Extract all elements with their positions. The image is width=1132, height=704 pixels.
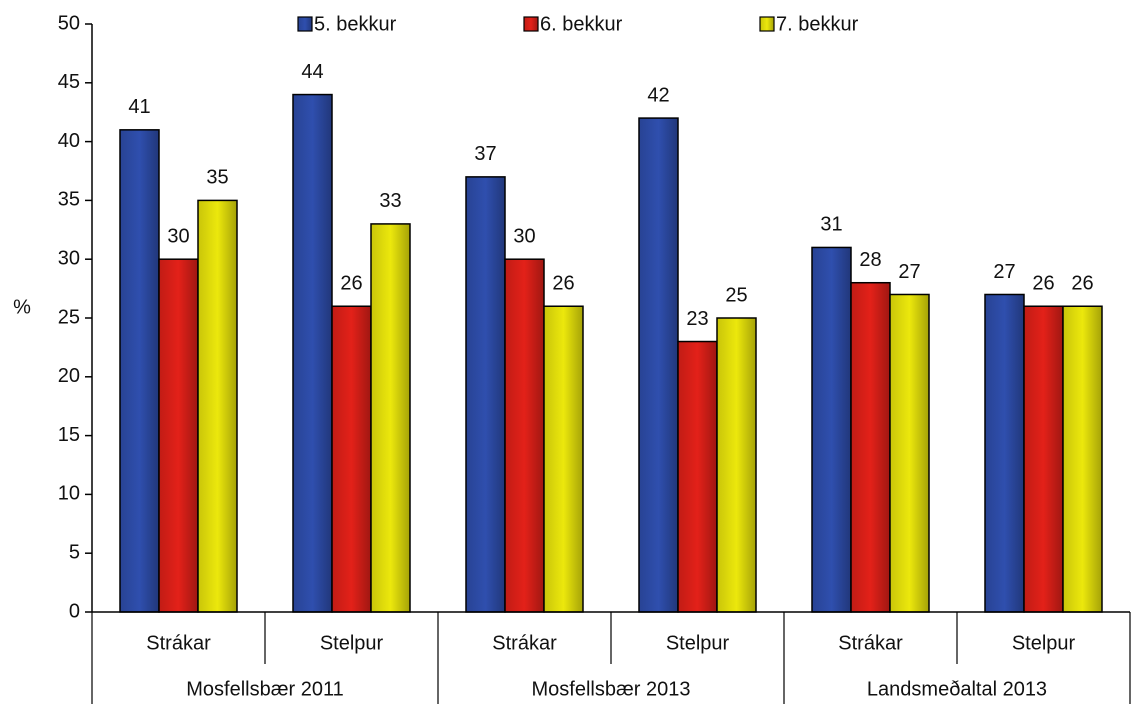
value-label: 41	[128, 96, 150, 118]
legend-label: 6. bekkur	[540, 13, 623, 35]
y-tick-label: 25	[58, 306, 80, 328]
value-label: 26	[1071, 273, 1093, 295]
y-tick-label: 15	[58, 424, 80, 446]
bar	[984, 293, 1025, 613]
bar	[331, 305, 372, 613]
legend-label: 7. bekkur	[776, 13, 859, 35]
value-label: 37	[474, 143, 496, 165]
bar	[504, 258, 545, 613]
bar	[850, 281, 891, 613]
value-label: 33	[379, 190, 401, 212]
bar	[1062, 305, 1103, 613]
value-label: 26	[1032, 273, 1054, 295]
bar	[158, 258, 199, 613]
value-label: 28	[859, 249, 881, 271]
bar	[543, 305, 584, 613]
bar	[889, 293, 930, 613]
y-tick-label: 30	[58, 247, 80, 269]
value-label: 25	[725, 284, 747, 306]
value-label: 35	[206, 167, 228, 189]
legend-swatch	[523, 16, 539, 32]
legend-label: 5. bekkur	[314, 13, 397, 35]
y-tick-label: 50	[58, 12, 80, 34]
group-label: Landsmeðaltal 2013	[867, 678, 1047, 700]
y-tick-label: 40	[58, 130, 80, 152]
x-tick-label: Stelpur	[666, 632, 730, 654]
x-tick-label: Strákar	[838, 632, 903, 654]
x-tick-label: Strákar	[492, 632, 557, 654]
value-label: 23	[686, 308, 708, 330]
bar	[292, 93, 333, 613]
y-tick-label: 5	[69, 541, 80, 563]
y-tick-label: 10	[58, 483, 80, 505]
y-tick-label: 0	[69, 600, 80, 622]
y-axis-label: %	[13, 296, 31, 318]
bar	[465, 176, 506, 613]
bar	[638, 117, 679, 613]
y-tick-label: 35	[58, 189, 80, 211]
legend-swatch	[297, 16, 313, 32]
legend-swatch	[759, 16, 775, 32]
value-label: 30	[167, 225, 189, 247]
x-tick-label: Stelpur	[320, 632, 384, 654]
value-label: 26	[552, 273, 574, 295]
x-tick-label: Stelpur	[1012, 632, 1076, 654]
bar	[119, 129, 160, 613]
x-tick-label: Strákar	[146, 632, 211, 654]
y-tick-label: 45	[58, 71, 80, 93]
bar	[716, 317, 757, 613]
value-label: 44	[301, 61, 323, 83]
bar	[677, 340, 718, 613]
value-label: 27	[993, 261, 1015, 283]
bar	[1023, 305, 1064, 613]
bar	[197, 199, 238, 613]
value-label: 26	[340, 273, 362, 295]
value-label: 27	[898, 261, 920, 283]
value-label: 42	[647, 84, 669, 106]
value-label: 31	[820, 214, 842, 236]
value-label: 30	[513, 225, 535, 247]
y-tick-label: 20	[58, 365, 80, 387]
group-label: Mosfellsbær 2011	[186, 678, 343, 700]
group-label: Mosfellsbær 2013	[532, 678, 691, 700]
bar	[370, 223, 411, 613]
bar	[811, 246, 852, 613]
